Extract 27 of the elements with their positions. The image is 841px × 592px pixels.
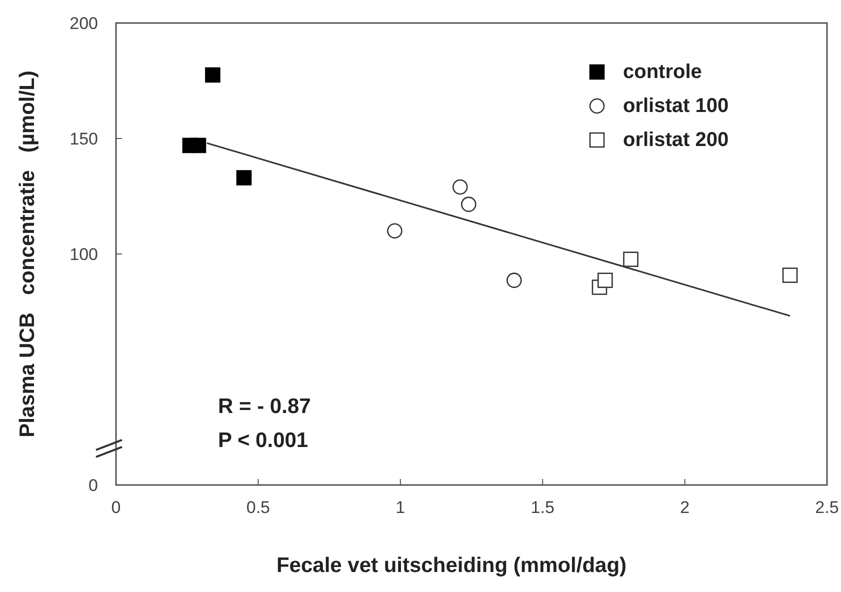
annotation: R = - 0.87 bbox=[218, 395, 311, 418]
x-tick-label: 0.5 bbox=[246, 498, 270, 517]
point bbox=[190, 138, 206, 154]
x-tick-label: 1.5 bbox=[530, 498, 554, 517]
y-tick-label: 100 bbox=[70, 245, 98, 264]
point bbox=[387, 223, 402, 239]
x-tick-label: 0 bbox=[111, 498, 121, 517]
point bbox=[506, 272, 522, 288]
legend-label: orlistat 100 bbox=[623, 95, 729, 117]
x-tick-label: 2.5 bbox=[815, 498, 839, 517]
y-tick-label: 0 bbox=[88, 476, 98, 495]
point bbox=[598, 272, 613, 288]
x-tick-label: 1 bbox=[396, 498, 406, 517]
point bbox=[623, 252, 638, 267]
annotation: P < 0.001 bbox=[218, 429, 308, 452]
point bbox=[452, 179, 468, 195]
point bbox=[205, 67, 220, 83]
y-tick-label: 200 bbox=[70, 14, 98, 33]
legend-label: controle bbox=[623, 61, 702, 83]
y-tick-label: 150 bbox=[70, 130, 98, 148]
x-tick-label: 2 bbox=[680, 498, 690, 517]
point bbox=[236, 170, 252, 186]
point bbox=[782, 268, 798, 283]
x-axis-title: Fecale vet uitscheiding (mmol/dag) bbox=[276, 554, 627, 577]
y-axis-title: Plasma UCB concentratie (µmol/L) bbox=[16, 70, 39, 438]
legend-label: orlistat 200 bbox=[623, 129, 729, 151]
point bbox=[461, 196, 476, 212]
